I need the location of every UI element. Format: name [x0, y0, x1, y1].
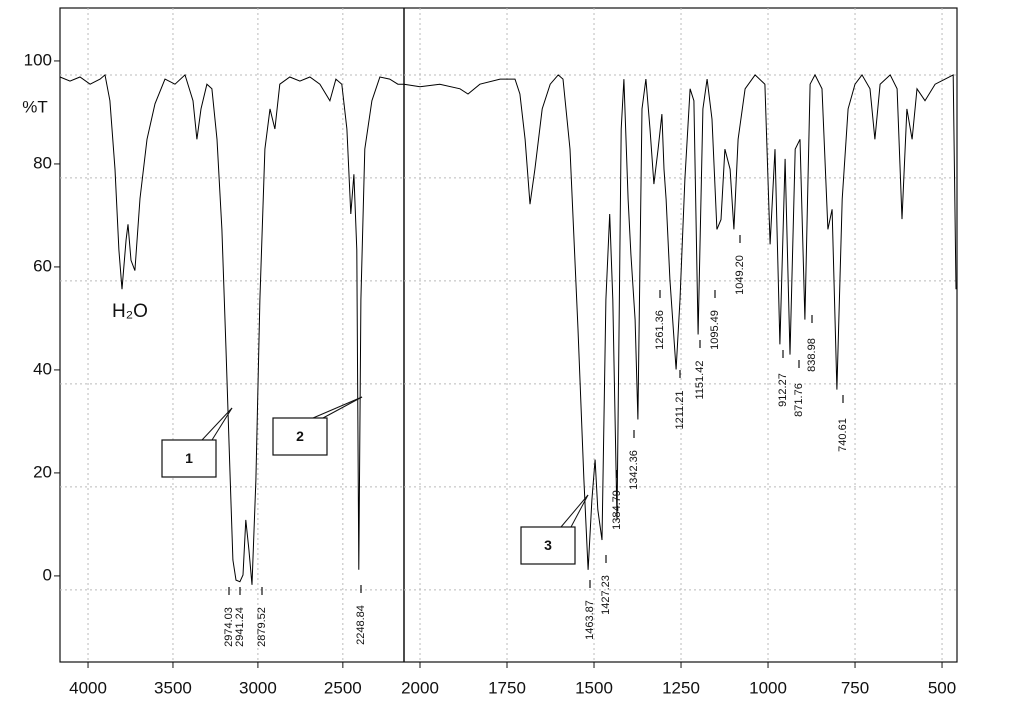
peak-label: 2974.03 — [223, 607, 235, 647]
plot-frame — [59, 7, 958, 663]
peak-label: 1463.87 — [584, 600, 596, 640]
peak-label: 1151.42 — [694, 361, 706, 400]
peak-label: 838.98 — [806, 338, 818, 372]
y-axis-label: %T — [22, 97, 48, 116]
callout-label: 1 — [185, 450, 193, 466]
callout-leader — [201, 407, 233, 441]
x-tick-label: 500 — [928, 678, 956, 697]
callout-leader — [211, 407, 233, 441]
peak-label: 912.27 — [777, 373, 789, 407]
x-tick-label: 1000 — [749, 678, 787, 697]
callout-leader — [312, 396, 363, 419]
x-tick-label: 750 — [841, 678, 869, 697]
callout-box — [272, 417, 328, 456]
callout-leader — [570, 494, 589, 528]
callout-leader — [560, 494, 589, 528]
spectrum-line — [403, 73, 957, 570]
spectrum-line — [59, 73, 404, 585]
peak-label: 2941.24 — [234, 607, 246, 647]
x-tick-label: 3000 — [239, 678, 277, 697]
peak-label: 1384.79 — [611, 490, 623, 530]
x-tick-label: 4000 — [69, 678, 107, 697]
y-tick-label: 20 — [33, 462, 52, 481]
peak-label: 740.61 — [837, 418, 849, 452]
callout-leader — [322, 396, 363, 419]
callout-box — [161, 439, 217, 478]
x-tick-label: 3500 — [154, 678, 192, 697]
peak-label: 1261.36 — [654, 310, 666, 350]
x-tick-label: 2000 — [401, 678, 439, 697]
y-tick-label: 80 — [33, 153, 52, 172]
peak-label: 1049.20 — [734, 255, 746, 295]
x-tick-label: 1250 — [662, 678, 700, 697]
annotation: H₂O — [112, 301, 148, 322]
y-tick-label: 60 — [33, 256, 52, 275]
y-tick-label: 40 — [33, 359, 52, 378]
callout-label: 3 — [544, 537, 552, 553]
callout-label: 2 — [296, 428, 304, 444]
y-tick-label: 0 — [43, 565, 52, 584]
peak-label: 1095.49 — [709, 310, 721, 350]
y-tick-label: 100 — [24, 50, 52, 69]
peak-label: 1211.21 — [674, 391, 686, 430]
x-tick-label: 1750 — [488, 678, 526, 697]
callout-box — [520, 526, 576, 565]
peak-label: 2248.84 — [355, 605, 367, 645]
peak-label: 1427.23 — [600, 575, 612, 615]
x-tick-label: 1500 — [575, 678, 613, 697]
peak-label: 2879.52 — [256, 607, 268, 647]
peak-label: 871.76 — [793, 383, 805, 417]
x-tick-label: 2500 — [324, 678, 362, 697]
peak-label: 1342.36 — [628, 450, 640, 490]
